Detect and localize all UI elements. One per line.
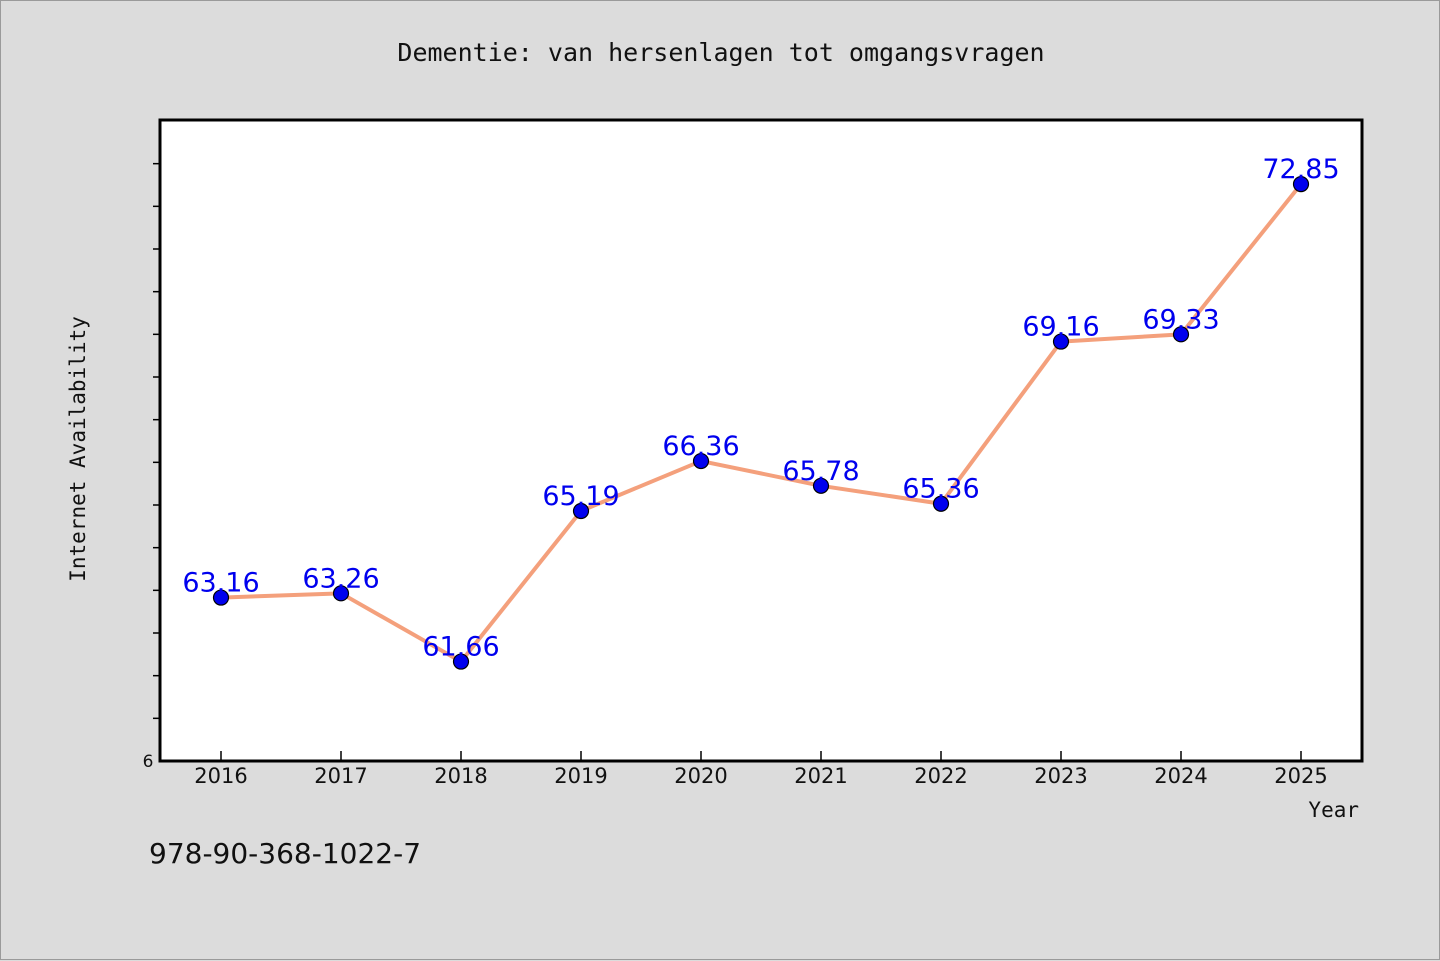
x-tick-label: 2025 [1274, 764, 1327, 788]
data-point [572, 502, 590, 520]
x-tick-label: 2024 [1154, 764, 1207, 788]
y-axis-origin-label: 6 [143, 752, 154, 772]
data-label: 69.33 [1142, 304, 1219, 335]
data-point [332, 585, 350, 602]
data-point [1052, 333, 1070, 350]
footer-isbn: 978-90-368-1022-7 [149, 837, 421, 870]
x-tick-label: 2022 [914, 764, 967, 788]
data-label: 63.26 [302, 563, 379, 594]
x-tick-label: 2023 [1034, 764, 1087, 788]
data-point [692, 452, 710, 470]
series [212, 176, 1310, 670]
data-label: 66.36 [662, 431, 739, 462]
y-axis-title: Internet Availability [66, 316, 90, 582]
data-point [1292, 176, 1310, 193]
plot-area [158, 118, 1364, 763]
data-point [812, 477, 830, 494]
data-label: 63.16 [182, 568, 259, 599]
x-tick-label: 2017 [314, 764, 367, 788]
data-point [932, 495, 950, 512]
data-label: 65.78 [782, 456, 859, 487]
x-tick-label: 2018 [434, 764, 487, 788]
data-label: 65.36 [902, 474, 979, 505]
data-label: 65.19 [542, 481, 619, 512]
data-point [452, 653, 470, 670]
x-tick-label: 2021 [794, 764, 847, 788]
y-axis-ticks [153, 162, 161, 720]
data-labels: 63.16 63.26 61.66 65.19 66.36 65.78 65.36 69.16… [182, 154, 1339, 662]
x-tick-label: 2020 [674, 764, 727, 788]
data-label: 61.66 [422, 632, 499, 663]
chart-title: Dementie: van hersenlagen tot omgangsvra… [397, 38, 1044, 67]
x-tick-label: 2016 [194, 764, 247, 788]
data-point [1172, 326, 1190, 343]
x-axis-ticks [220, 751, 1302, 761]
data-label: 69.16 [1022, 312, 1099, 343]
x-axis-title: Year [1308, 798, 1359, 822]
x-tick-label: 2019 [554, 764, 607, 788]
x-axis-tick-labels: 2016 2017 2018 2019 2020 2021 2022 2023 2024 2025 [194, 764, 1327, 788]
series-line [220, 182, 1303, 664]
data-point [212, 589, 230, 606]
data-label: 72.85 [1262, 154, 1339, 185]
